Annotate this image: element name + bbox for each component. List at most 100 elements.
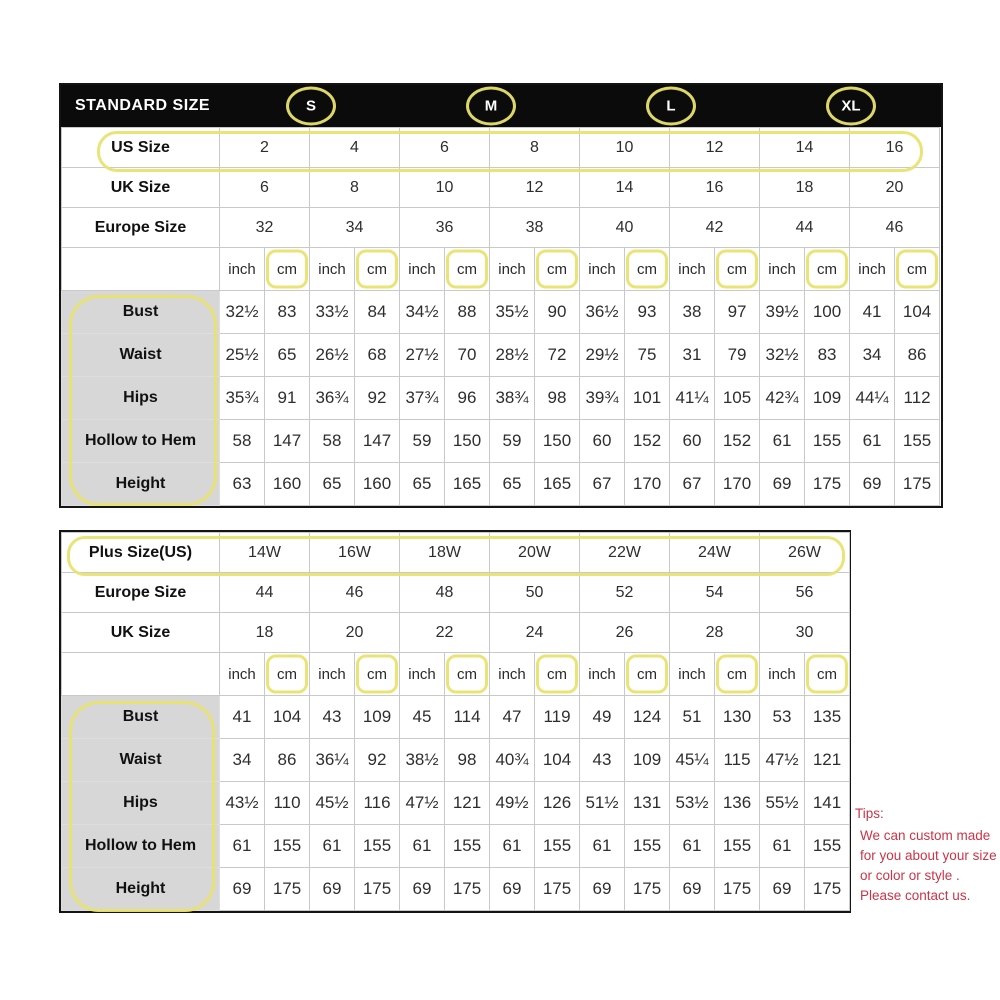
plus-size-grid: Plus Size(US) 14W 16W 18W 20W 22W 24W 26W Europe…: [61, 532, 850, 911]
measure-value-cell: 115: [714, 738, 760, 782]
measure-value-cell: 38: [669, 290, 716, 334]
measure-value-cell: 135: [804, 695, 850, 739]
measure-value-cell: 136: [714, 781, 760, 825]
measure-value-cell: 141: [804, 781, 850, 825]
measure-value-cell: 150: [534, 419, 580, 463]
measure-value-cell: 36¼: [309, 738, 355, 782]
measure-value-cell: 131: [624, 781, 670, 825]
size-value-cell: 20: [309, 612, 400, 653]
measure-row: Bust 32½ 83 33½ 84 34½ 88 35½ 90 36½ 93 38 97 39½ 100 4…: [61, 290, 941, 334]
measure-value-cell: 69: [309, 867, 355, 911]
measure-value-cell: 69: [669, 867, 715, 911]
measure-value-cell: 96: [444, 376, 490, 420]
size-value-cell: 30: [759, 612, 850, 653]
unit-cm-cell: cm: [354, 247, 400, 291]
measure-value-cell: 175: [714, 867, 760, 911]
size-value-cell: 8: [309, 167, 400, 208]
measure-value-cell: 155: [354, 824, 400, 868]
measure-row: Height 63 160 65 160 65 165 65 165 67 170 67 170 69 17…: [61, 462, 941, 506]
row-label: Hips: [61, 781, 220, 825]
cm-highlight-box: [626, 249, 668, 289]
size-value-cell: 6: [399, 127, 490, 168]
size-value-cell: 14W: [219, 532, 310, 573]
row-label: Hips: [61, 376, 220, 420]
measure-value-cell: 147: [354, 419, 400, 463]
measure-value-cell: 34½: [399, 290, 445, 334]
measure-value-cell: 72: [534, 333, 580, 377]
measure-row: Hollow to Hem 61 155 61 155 61 155 61 155 61 155 61…: [61, 824, 850, 868]
unit-cm-cell: cm: [804, 247, 851, 291]
unit-cm-cell: cm: [714, 247, 761, 291]
size-group-oval-s: S: [286, 86, 336, 126]
measure-value-cell: 147: [264, 419, 310, 463]
measure-value-cell: 69: [759, 867, 805, 911]
size-value-cell: 38: [489, 207, 580, 248]
measure-value-cell: 28½: [489, 333, 535, 377]
measure-value-cell: 40¾: [489, 738, 535, 782]
tips-line: We can custom made: [860, 828, 991, 843]
measure-value-cell: 59: [399, 419, 445, 463]
measure-value-cell: 69: [489, 867, 535, 911]
measure-value-cell: 155: [804, 419, 851, 463]
measure-value-cell: 60: [669, 419, 716, 463]
row-label: Bust: [61, 695, 220, 739]
measure-value-cell: 152: [714, 419, 761, 463]
measure-value-cell: 61: [579, 824, 625, 868]
measure-value-cell: 35½: [489, 290, 535, 334]
measure-value-cell: 70: [444, 333, 490, 377]
standard-size-grid: US Size 2 4 6 8 10 12 14 16 UK Size 6 8 10 12 14 16 18 20…: [61, 127, 941, 506]
unit-inch-cell: inch: [579, 652, 625, 696]
size-group-oval-xl: XL: [826, 86, 876, 126]
measure-row: Hollow to Hem 58 147 58 147 59 150 59 150 60 152 60…: [61, 419, 941, 463]
measure-value-cell: 175: [354, 867, 400, 911]
measure-value-cell: 121: [804, 738, 850, 782]
measure-value-cell: 84: [354, 290, 400, 334]
measure-value-cell: 36¾: [309, 376, 355, 420]
measure-value-cell: 155: [624, 824, 670, 868]
measure-value-cell: 68: [354, 333, 400, 377]
size-value-cell: 50: [489, 572, 580, 613]
measure-value-cell: 41: [849, 290, 896, 334]
measure-value-cell: 65: [489, 462, 535, 506]
measure-value-cell: 38¾: [489, 376, 535, 420]
cm-highlight-box: [266, 249, 308, 289]
size-value-cell: 12: [489, 167, 580, 208]
measure-row: Height 69 175 69 175 69 175 69 175 69 175 69 175 69 17…: [61, 867, 850, 911]
measure-value-cell: 44¼: [849, 376, 896, 420]
tips-line: or color or style .: [860, 868, 960, 883]
row-label: Europe Size: [61, 207, 220, 248]
measure-value-cell: 37¾: [399, 376, 445, 420]
row-label: UK Size: [61, 612, 220, 653]
measure-value-cell: 109: [354, 695, 400, 739]
size-value-cell: 22W: [579, 532, 670, 573]
size-value-cell: 20W: [489, 532, 580, 573]
cm-highlight-box: [446, 654, 488, 694]
size-value-cell: 18: [759, 167, 851, 208]
measure-value-cell: 109: [624, 738, 670, 782]
measure-value-cell: 36½: [579, 290, 625, 334]
size-row: Europe Size 44 46 48 50 52 54 56: [61, 572, 850, 613]
size-value-cell: 18W: [399, 532, 490, 573]
row-label: Bust: [61, 290, 220, 334]
unit-inch-cell: inch: [489, 652, 535, 696]
unit-inch-cell: inch: [669, 247, 716, 291]
measure-value-cell: 152: [623, 419, 671, 463]
measure-value-cell: 160: [354, 462, 400, 506]
size-value-cell: 42: [669, 207, 761, 248]
measure-value-cell: 86: [264, 738, 310, 782]
measure-value-cell: 58: [309, 419, 355, 463]
size-row: Europe Size 32 34 36 38 40 42 44 46: [61, 207, 941, 248]
measure-value-cell: 155: [444, 824, 490, 868]
measure-value-cell: 104: [894, 290, 941, 334]
unit-inch-cell: inch: [759, 247, 806, 291]
measure-value-cell: 41: [219, 695, 265, 739]
size-value-cell: 56: [759, 572, 850, 613]
unit-cm-cell: cm: [714, 652, 760, 696]
measure-value-cell: 43½: [219, 781, 265, 825]
measure-value-cell: 61: [849, 419, 896, 463]
measure-value-cell: 47: [489, 695, 535, 739]
size-value-cell: 2: [219, 127, 310, 168]
measure-value-cell: 97: [714, 290, 761, 334]
measure-value-cell: 61: [759, 419, 806, 463]
size-value-cell: 14: [578, 167, 671, 208]
